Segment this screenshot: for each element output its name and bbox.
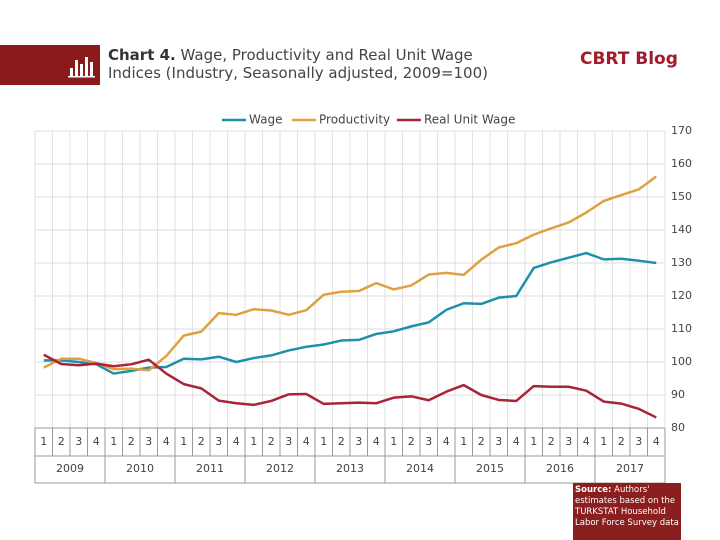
- x-tick-label: 1: [600, 435, 607, 448]
- year-label: 2010: [126, 462, 154, 475]
- x-tick-label: 4: [163, 435, 170, 448]
- y-tick-label: 160: [671, 157, 692, 170]
- x-tick-label: 1: [460, 435, 467, 448]
- year-label: 2017: [616, 462, 644, 475]
- x-tick-label: 4: [583, 435, 590, 448]
- x-tick-label: 1: [110, 435, 117, 448]
- x-tick-label: 1: [390, 435, 397, 448]
- y-tick-label: 90: [671, 388, 685, 401]
- x-tick-label: 1: [250, 435, 257, 448]
- x-tick-label: 1: [530, 435, 537, 448]
- x-tick-label: 3: [215, 435, 222, 448]
- year-label: 2013: [336, 462, 364, 475]
- source-label: Source:: [575, 485, 612, 495]
- series-line: [43, 251, 657, 375]
- year-label: 2012: [266, 462, 294, 475]
- x-tick-label: 1: [320, 435, 327, 448]
- x-tick-label: 3: [565, 435, 572, 448]
- year-label: 2015: [476, 462, 504, 475]
- x-tick-label: 2: [338, 435, 345, 448]
- source-text: Authors' estimates based on the TURKSTAT…: [575, 485, 679, 528]
- x-tick-label: 4: [233, 435, 240, 448]
- legend-label: Wage: [249, 113, 282, 127]
- x-tick-label: 4: [443, 435, 450, 448]
- header-band: [0, 45, 100, 85]
- x-tick-label: 4: [373, 435, 380, 448]
- x-tick-label: 3: [635, 435, 642, 448]
- series-line: [43, 353, 657, 419]
- x-tick-label: 3: [75, 435, 82, 448]
- brand: CBRT Blog: [580, 49, 678, 69]
- x-tick-label: 4: [303, 435, 310, 448]
- legend-label: Productivity: [319, 113, 390, 127]
- x-tick-label: 2: [478, 435, 485, 448]
- x-tick-label: 3: [355, 435, 362, 448]
- year-label: 2009: [56, 462, 84, 475]
- y-tick-label: 80: [671, 421, 685, 434]
- series-line: [43, 175, 657, 372]
- x-tick-label: 3: [495, 435, 502, 448]
- y-tick-label: 110: [671, 322, 692, 335]
- source-note: Source: Authors' estimates based on the …: [573, 483, 681, 540]
- y-tick-label: 100: [671, 355, 692, 368]
- x-tick-label: 3: [285, 435, 292, 448]
- x-tick-label: 3: [425, 435, 432, 448]
- y-tick-label: 150: [671, 190, 692, 203]
- year-label: 2011: [196, 462, 224, 475]
- chart-icon: [68, 57, 95, 78]
- legend-label: Real Unit Wage: [424, 113, 515, 127]
- y-tick-label: 130: [671, 256, 692, 269]
- x-tick-label: 2: [548, 435, 555, 448]
- x-tick-label: 1: [180, 435, 187, 448]
- x-tick-label: 2: [198, 435, 205, 448]
- x-tick-label: 2: [268, 435, 275, 448]
- year-label: 2016: [546, 462, 574, 475]
- y-tick-label: 140: [671, 223, 692, 236]
- x-tick-label: 2: [618, 435, 625, 448]
- x-tick-label: 2: [408, 435, 415, 448]
- chart-number: Chart 4.: [108, 46, 176, 64]
- x-tick-label: 2: [128, 435, 135, 448]
- x-tick-label: 4: [653, 435, 660, 448]
- x-tick-label: 3: [145, 435, 152, 448]
- chart-title-text: Wage, Productivity and Real Unit Wage In…: [108, 46, 488, 82]
- y-tick-label: 120: [671, 289, 692, 302]
- x-tick-label: 4: [513, 435, 520, 448]
- chart-title: Chart 4. Wage, Productivity and Real Uni…: [108, 46, 518, 82]
- x-tick-label: 1: [40, 435, 47, 448]
- year-label: 2014: [406, 462, 434, 475]
- x-tick-label: 4: [93, 435, 100, 448]
- x-tick-label: 2: [58, 435, 65, 448]
- y-tick-label: 170: [671, 124, 692, 137]
